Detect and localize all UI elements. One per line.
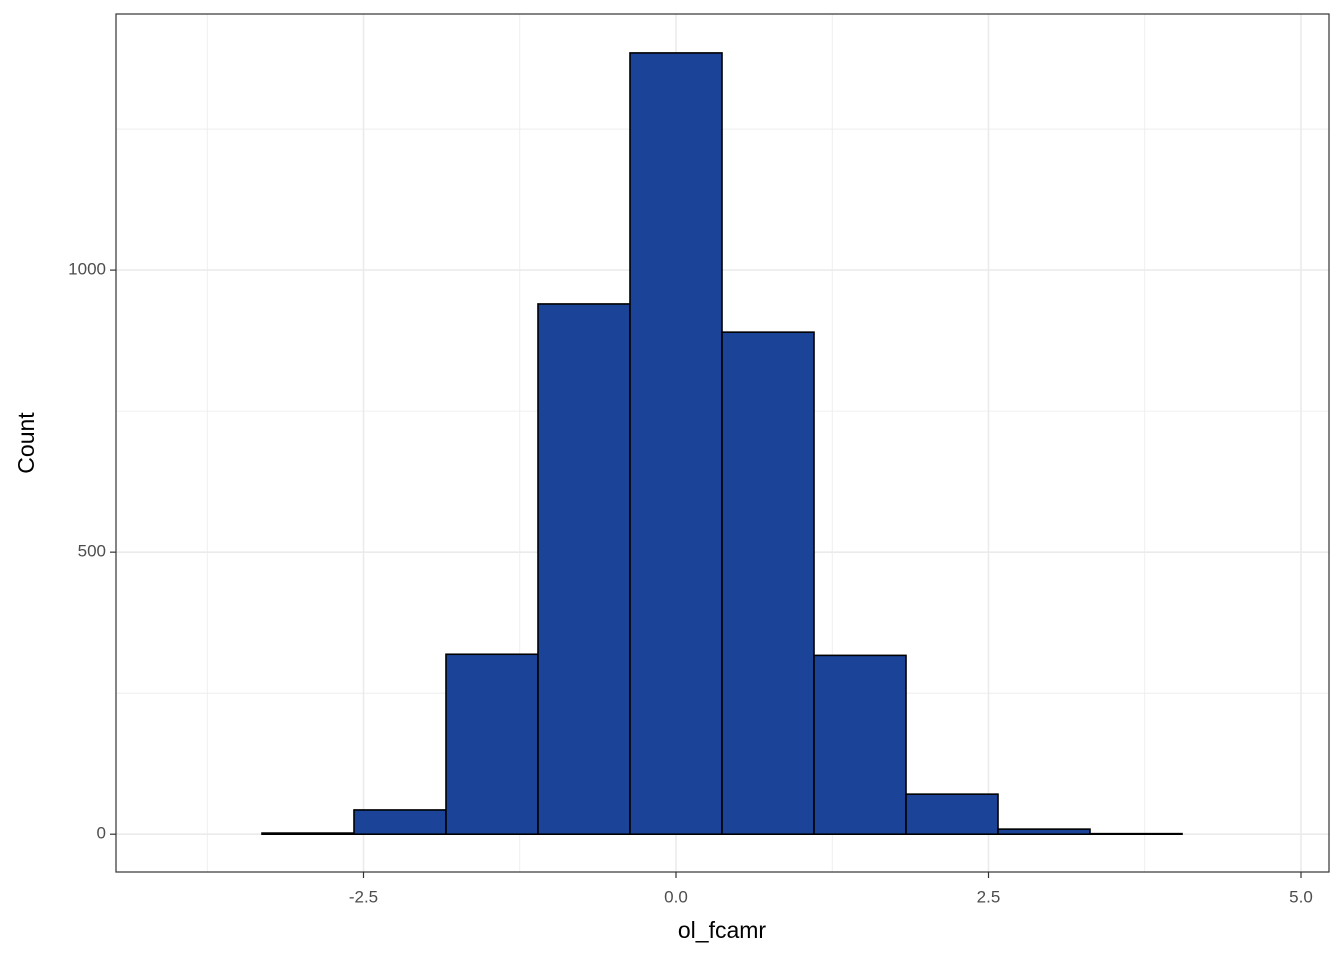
bar (721, 331, 815, 836)
x-tick-label: 2.5 (977, 887, 1001, 906)
bar (905, 793, 999, 836)
bar (813, 654, 907, 836)
bar (997, 828, 1091, 836)
panel-border (115, 13, 1330, 873)
y-axis-title: Count (13, 412, 39, 474)
bar (353, 809, 447, 836)
x-tick-label: 0.0 (664, 887, 688, 906)
bar (1089, 832, 1183, 836)
x-axis-title: ol_fcamr (678, 917, 767, 943)
x-tick-label: 5.0 (1289, 887, 1313, 906)
bar (261, 832, 355, 836)
bar (445, 653, 539, 836)
bar (537, 303, 631, 836)
bar (629, 52, 723, 836)
x-tick-label: -2.5 (349, 887, 378, 906)
y-tick-label: 1000 (68, 260, 106, 279)
y-tick-label: 0 (97, 824, 106, 843)
y-tick-label: 500 (78, 542, 106, 561)
